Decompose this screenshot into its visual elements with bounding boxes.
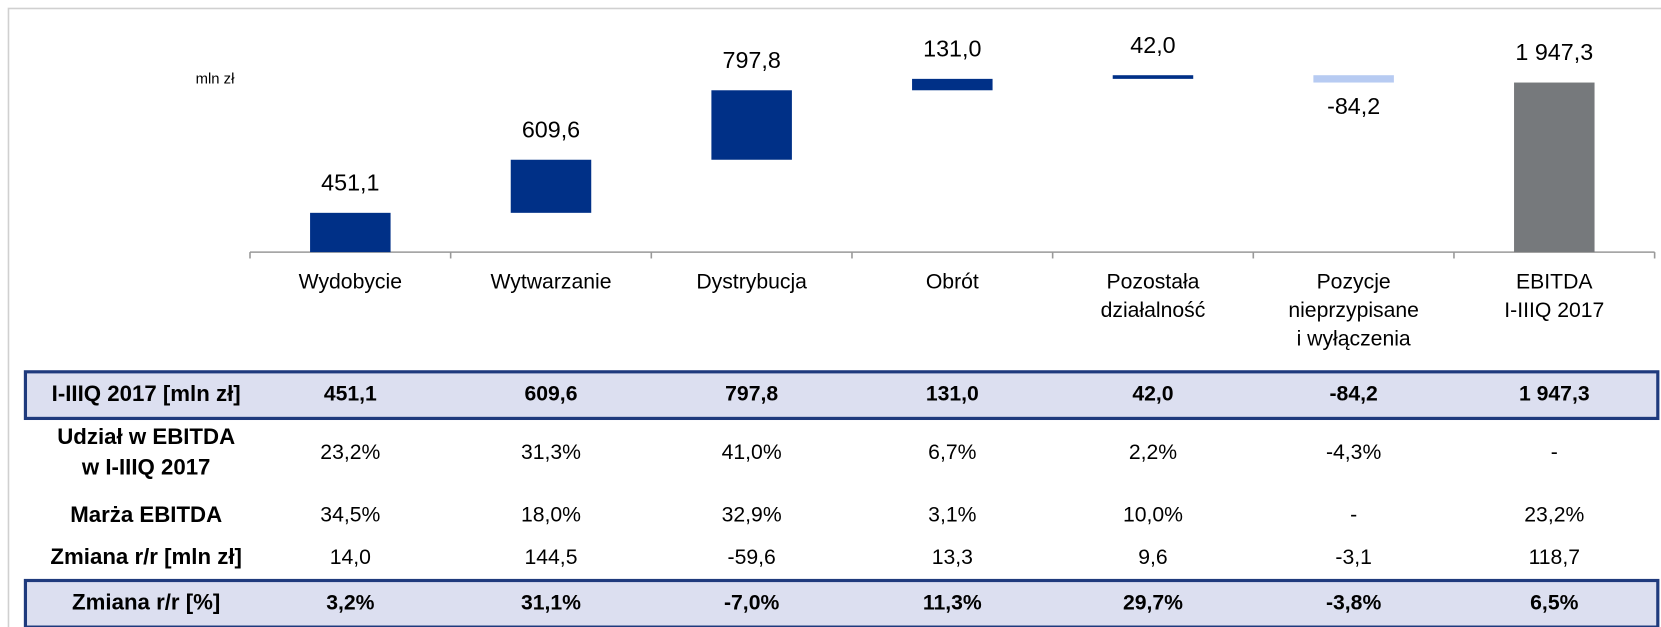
value-label: -84,2 (1327, 93, 1380, 119)
row-label: I-IIIQ 2017 [mln zł] (52, 381, 241, 406)
row-highlight (23, 370, 1660, 421)
x-tick-label: EBITDA (1516, 270, 1593, 293)
table-cell: 131,0 (926, 383, 979, 406)
table-cell: -3,1 (1335, 546, 1371, 569)
bar (1313, 75, 1394, 83)
value-label: 451,1 (321, 169, 379, 195)
bar (711, 90, 792, 160)
value-label: 797,8 (722, 47, 780, 73)
row-highlight (23, 578, 1660, 627)
table-cell: 34,5% (320, 503, 380, 526)
table-cell: 31,1% (521, 591, 581, 614)
bar (1112, 75, 1194, 79)
bar (310, 212, 391, 253)
x-tick-label: Dystrybucja (696, 270, 807, 293)
table-cell: 23,2% (1524, 503, 1584, 526)
table-cell: 3,1% (928, 503, 976, 526)
frame (7, 7, 1661, 627)
table-cell: -4,3% (1326, 441, 1381, 464)
value-label: 131,0 (923, 35, 981, 61)
table-cell: 3,2% (326, 591, 374, 614)
unit-label: mln zł (196, 71, 235, 87)
x-tick-label: Pozostała (1106, 270, 1199, 293)
table-cell: 11,3% (923, 591, 982, 614)
value-label: 609,6 (522, 116, 580, 142)
table-cell: 10,0% (1123, 503, 1183, 526)
table-cell: -84,2 (1330, 383, 1378, 406)
table-cell: 118,7 (1529, 546, 1580, 569)
row-label: Zmiana r/r [%] (72, 590, 220, 615)
x-tick-label: nieprzypisane (1288, 299, 1419, 322)
table-cell: 1 947,3 (1519, 383, 1590, 406)
table-cell: 6,5% (1530, 591, 1578, 614)
x-tick-label: działalność (1101, 299, 1206, 322)
table-cell: - (1350, 503, 1357, 526)
table-cell: 13,3 (932, 546, 973, 569)
table-cell: 144,5 (524, 546, 577, 569)
x-tick-label: Wydobycie (299, 270, 402, 293)
x-tick-label: i wyłączenia (1297, 328, 1411, 351)
table-cell: - (1551, 441, 1558, 464)
content: mln zł 451,1 Wydobycie 609,6 Wytwarzanie 797… (7, 7, 1661, 627)
value-label: 1 947,3 (1515, 39, 1593, 65)
bar (912, 78, 993, 91)
table-cell: 9,6 (1138, 546, 1167, 569)
table-cell: -7,0% (724, 591, 779, 614)
row-label: Marża EBITDA (70, 502, 222, 527)
table-cell: 14,0 (330, 546, 371, 569)
table-cell: 42,0 (1132, 383, 1173, 406)
table-cell: -59,6 (728, 546, 776, 569)
bar (510, 159, 592, 213)
table-cell: 29,7% (1123, 591, 1183, 614)
x-tick-label: I-IIIQ 2017 (1504, 299, 1604, 322)
table-cell: 41,0% (722, 441, 782, 464)
value-label: 42,0 (1130, 32, 1175, 58)
bar (1514, 82, 1595, 253)
x-tick-label: Pozycje (1317, 270, 1391, 293)
x-tick-label: Wytwarzanie (490, 270, 611, 293)
table-cell: 31,3% (521, 441, 581, 464)
table-cell: 797,8 (725, 383, 778, 406)
row-label: Udział w EBITDA (57, 424, 235, 449)
table-cell: 18,0% (521, 503, 581, 526)
table-cell: 23,2% (320, 441, 380, 464)
table-cell: 609,6 (524, 383, 577, 406)
table-cell: 32,9% (722, 503, 782, 526)
row-label: Zmiana r/r [mln zł] (50, 544, 242, 569)
table-cell: 6,7% (928, 441, 976, 464)
table-cell: 2,2% (1129, 441, 1177, 464)
table-cell: 451,1 (324, 383, 377, 406)
table-cell: -3,8% (1326, 591, 1381, 614)
x-tick-label: Obrót (926, 270, 979, 293)
row-label: w I-IIIQ 2017 (81, 455, 211, 480)
